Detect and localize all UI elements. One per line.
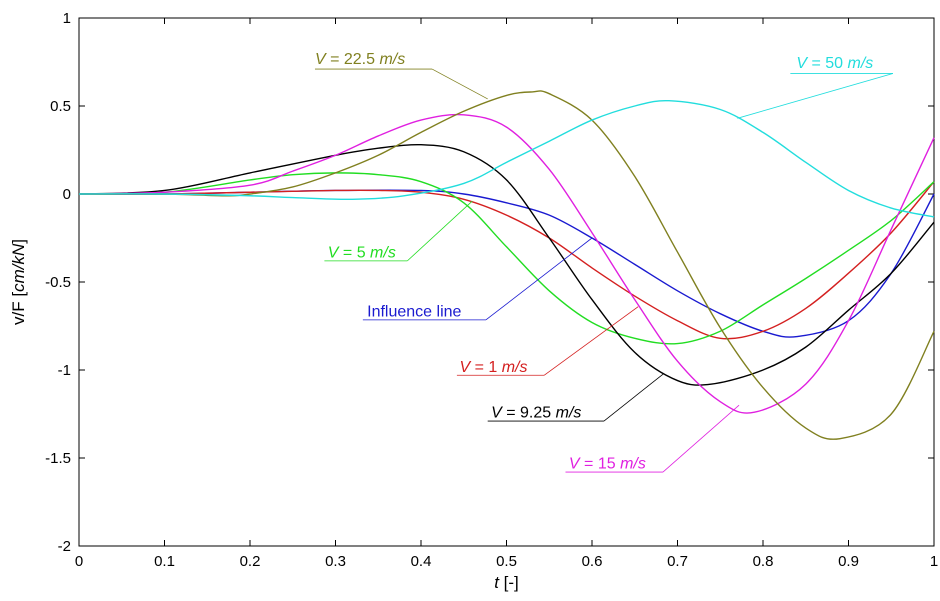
annotation-label-prefix: Influence line <box>367 303 461 320</box>
y-axis-label-pre: v/F [ <box>9 292 28 325</box>
annotation-leader-line <box>407 200 473 262</box>
x-tick-label: 0.6 <box>582 553 603 570</box>
x-axis-label: t [-] <box>494 573 519 592</box>
annotation-leader-line <box>737 73 894 119</box>
annotation-v1: V = 1 m/s <box>456 306 639 376</box>
annotation-leader-line <box>485 237 593 321</box>
x-axis-label-unit: [-] <box>499 573 519 592</box>
x-tick-label: 0.4 <box>411 553 432 570</box>
annotation-v15: V = 15 m/s <box>565 404 740 473</box>
annotation-label: V = 5 m/s <box>328 244 396 261</box>
annotation-label: Influence line <box>367 303 461 320</box>
annotation-v225: V = 22.5 m/s <box>314 51 488 100</box>
x-tick-label: 0.2 <box>240 553 261 570</box>
annotation-label-prefix: V <box>328 244 340 261</box>
annotation-leader-line <box>431 68 488 100</box>
annotation-label: V = 9.25 m/s <box>491 405 581 422</box>
annotation-label-value: = 22.5 <box>326 51 380 68</box>
x-axis-ticks: 0 0.1 0.2 0.3 0.4 0.5 0.6 0.7 0.8 0.9 1 <box>75 18 938 570</box>
x-tick-label: 0.8 <box>753 553 774 570</box>
annotation-label-prefix: V <box>491 405 503 422</box>
series-line-v225 <box>78 90 935 440</box>
annotation-label-value: = 5 <box>338 244 370 261</box>
series-line-v5 <box>78 172 935 345</box>
series-line-v925 <box>78 143 935 386</box>
annotation-label: V = 15 m/s <box>569 456 646 473</box>
annotation-label-value: = 50 <box>807 55 847 72</box>
annotation-leader-line <box>543 306 639 376</box>
x-tick-label: 0.1 <box>154 553 175 570</box>
annotation-label: V = 22.5 m/s <box>315 51 405 68</box>
annotation-leader-line <box>603 373 665 422</box>
annotation-label-unit: m/s <box>620 456 646 473</box>
x-axis-label-var: t <box>494 573 500 592</box>
y-tick-label: 0.5 <box>50 98 71 115</box>
annotation-label-prefix: V <box>459 359 471 376</box>
annotation-label-unit: m/s <box>379 51 405 68</box>
annotation-label: V = 50 m/s <box>796 55 873 72</box>
y-tick-label: -1.5 <box>45 450 71 467</box>
y-axis-label: v/F [cm/kN] <box>9 239 28 325</box>
x-tick-label: 0.5 <box>496 553 517 570</box>
plot-frame <box>78 17 935 547</box>
x-tick-label: 0.9 <box>838 553 859 570</box>
annotation-label-unit: m/s <box>502 359 528 376</box>
y-axis-label-post: ] <box>9 239 28 244</box>
x-tick-label: 0.3 <box>325 553 346 570</box>
series-line-influence <box>78 189 935 338</box>
series-line-v1 <box>78 181 935 340</box>
y-tick-label: -2 <box>58 538 71 555</box>
x-tick-label: 0 <box>75 553 83 570</box>
y-tick-label: -0.5 <box>45 274 71 291</box>
y-axis-label-unit: cm/kN <box>9 243 28 292</box>
y-tick-label: -1 <box>58 362 71 379</box>
series-layer <box>78 90 935 440</box>
annotation-v50: V = 50 m/s <box>737 55 894 119</box>
annotation-label-prefix: V <box>569 456 581 473</box>
annotation-label-prefix: V <box>315 51 327 68</box>
x-tick-label: 1 <box>930 553 938 570</box>
x-tick-label: 0.7 <box>667 553 688 570</box>
annotation-label-unit: m/s <box>370 244 396 261</box>
series-line-v50 <box>78 99 935 218</box>
annotation-v925: V = 9.25 m/s <box>487 373 665 422</box>
annotation-leader-line <box>662 404 740 473</box>
annotation-label-value: = 1 <box>470 359 502 376</box>
series-line-v15 <box>78 113 935 414</box>
annotation-label-unit: m/s <box>556 405 582 422</box>
y-tick-label: 0 <box>63 186 71 203</box>
annotation-label: V = 1 m/s <box>459 359 527 376</box>
annotation-label-prefix: V <box>796 55 808 72</box>
annotation-layer: V = 22.5 m/s V = 50 m/sV = 5 m/sInfluence… <box>314 51 894 473</box>
annotation-label-value: = 15 <box>580 456 620 473</box>
annotation-label-value: = 9.25 <box>502 405 556 422</box>
y-axis-ticks: 1 0.5 0 -0.5 -1 -1.5 -2 <box>45 10 934 555</box>
annotation-v5: V = 5 m/s <box>324 200 473 262</box>
annotation-label-unit: m/s <box>848 55 874 72</box>
y-tick-label: 1 <box>63 10 71 27</box>
annotation-influence: Influence line <box>362 237 593 321</box>
